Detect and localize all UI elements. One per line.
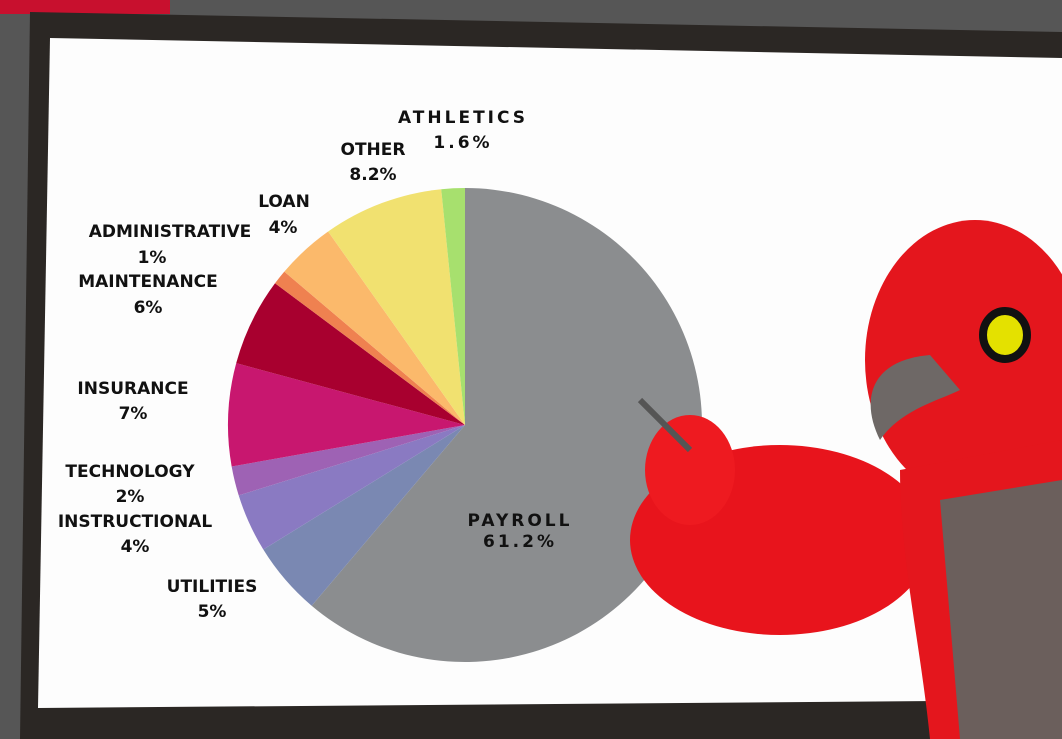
pie-slice	[263, 425, 465, 606]
slice-label: MAINTENANCE	[78, 272, 218, 292]
slice-label: ADMINISTRATIVE	[89, 222, 252, 242]
pie-slice	[236, 283, 465, 425]
pie	[227, 187, 703, 662]
slice-value-label: 8.2%	[349, 165, 396, 185]
accent-bar	[0, 0, 170, 14]
slice-label: ATHLETICS	[398, 108, 528, 128]
pointer	[637, 397, 693, 453]
pie-slice	[441, 188, 465, 425]
pie-slice	[275, 271, 465, 425]
slice-label: LOAN	[258, 192, 310, 212]
slice-label: OTHER	[341, 140, 406, 160]
slice-label: INSTRUCTIONAL	[58, 512, 213, 532]
pie-slice	[284, 231, 465, 425]
mascot-beak	[870, 355, 960, 440]
slice-value-label: 4%	[269, 218, 298, 238]
pie-slice	[328, 189, 465, 425]
slice-value-label: 2%	[116, 487, 145, 507]
slice-value-label: 1%	[138, 248, 167, 268]
slice-value-label: 61.2%	[483, 532, 557, 552]
mascot-chest	[940, 480, 1062, 739]
slice-label: UTILITIES	[167, 577, 258, 597]
mascot	[630, 220, 1062, 739]
slice-value-label: 6%	[134, 298, 163, 318]
mascot-hand	[645, 415, 735, 525]
mascot-head	[865, 220, 1062, 500]
mascot-eye	[979, 307, 1031, 363]
slice-label: TECHNOLOGY	[65, 462, 195, 482]
slice-value-label: 7%	[119, 404, 148, 424]
slice-value-label: 5%	[198, 602, 227, 622]
slice-label: PAYROLL	[468, 511, 573, 531]
slice-label: INSURANCE	[77, 379, 188, 399]
pie-slice	[311, 187, 703, 662]
pie-slice	[238, 425, 465, 550]
slice-value-label: 1.6%	[433, 133, 492, 153]
pie-slice	[227, 363, 465, 467]
slice-value-label: 4%	[121, 537, 150, 557]
pie-slice	[231, 425, 465, 496]
